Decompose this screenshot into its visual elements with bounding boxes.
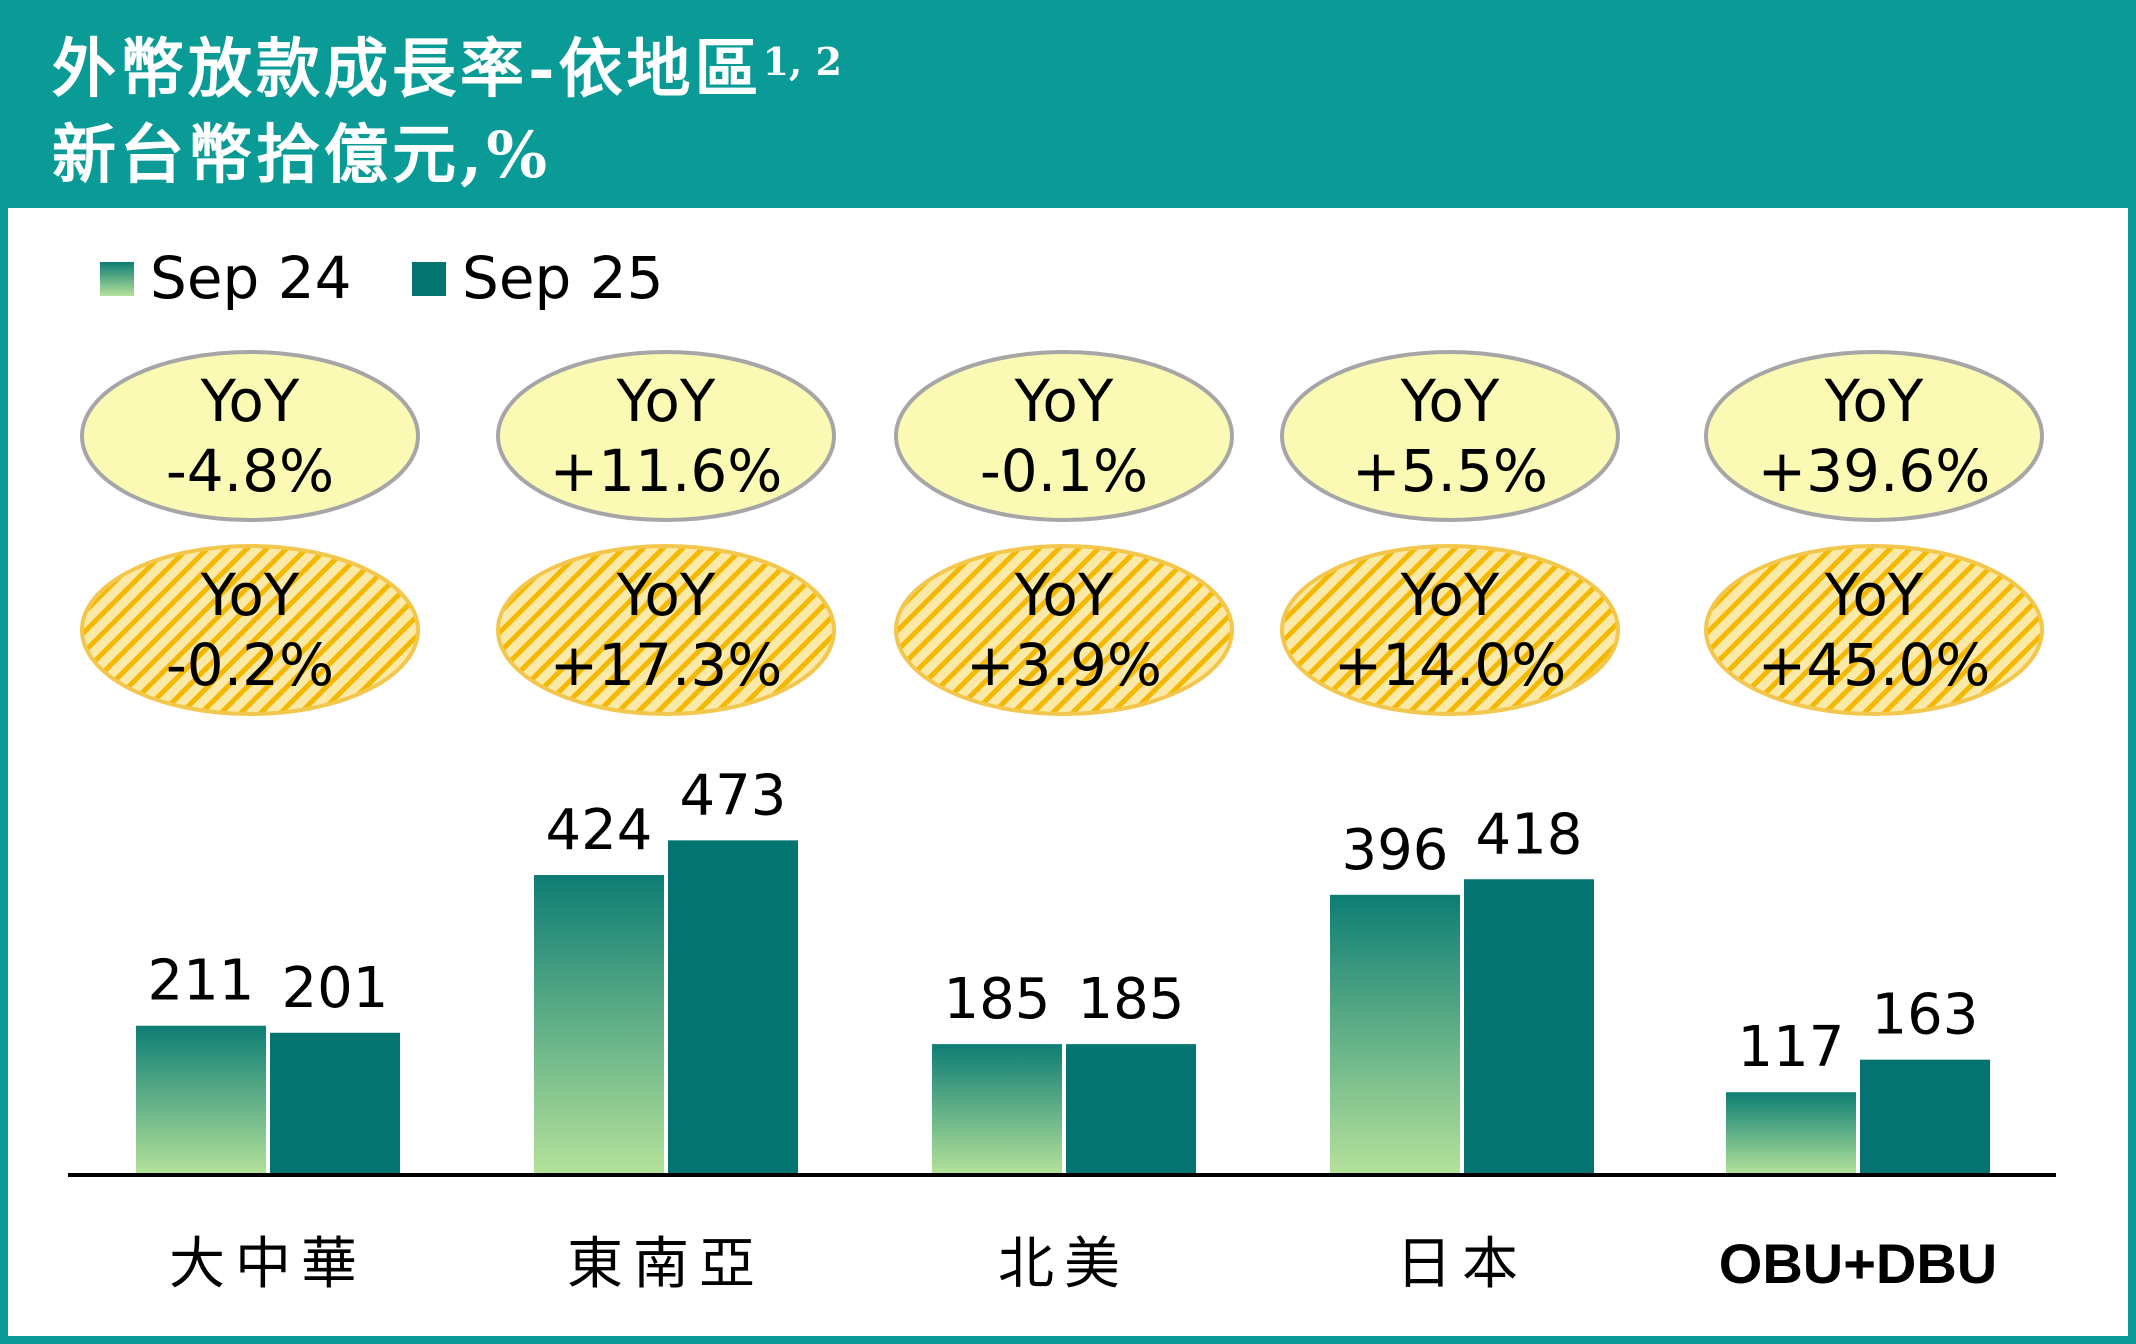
yoy-value-hatched-0: -0.2% (166, 631, 334, 699)
yoy-ellipse-hatched-3 (1280, 544, 1620, 716)
chart-subtitle: 新台幣拾億元,% (52, 118, 552, 193)
yoy-value-solid-2: -0.1% (980, 437, 1148, 505)
category-label-3: 日本 (1396, 1232, 1528, 1297)
title-footnote: 1, 2 (762, 39, 842, 84)
yoy-label-hatched-1: YoY (616, 561, 716, 629)
category-label-4: OBU+DBU (1719, 1232, 1997, 1295)
value-label-sep25-0: 201 (282, 956, 389, 1021)
bar-sep24-1 (534, 875, 664, 1175)
yoy-label-hatched-0: YoY (200, 561, 300, 629)
bar-sep25-2 (1066, 1044, 1196, 1175)
yoy-label-hatched-2: YoY (1014, 561, 1114, 629)
bar-sep25-4 (1860, 1059, 1990, 1175)
value-label-sep24-2: 185 (944, 967, 1051, 1032)
value-label-sep25-1: 473 (680, 763, 787, 828)
value-label-sep25-3: 418 (1476, 802, 1583, 867)
yoy-ellipse-hatched-4 (1704, 544, 2044, 716)
yoy-label-solid-2: YoY (1014, 367, 1114, 435)
yoy-value-solid-1: +11.6% (550, 437, 783, 505)
legend-swatch-sep24 (100, 262, 134, 296)
legend-swatch-sep25 (412, 262, 446, 296)
yoy-ellipse-solid-4 (1704, 350, 2044, 522)
legend-label-sep24: Sep 24 (150, 244, 352, 312)
category-labels: 大中華 東南亞 北美 日本 OBU+DBU (169, 1232, 1997, 1297)
yoy-value-solid-4: +39.6% (1758, 437, 1991, 505)
yoy-ellipse-hatched-1 (496, 544, 836, 716)
bar-sep25-1 (668, 840, 798, 1175)
yoy-label-hatched-3: YoY (1400, 561, 1500, 629)
bar-sep25-3 (1464, 879, 1594, 1175)
bar-sep24-3 (1330, 894, 1460, 1175)
yoy-ellipse-hatched-0 (80, 544, 420, 716)
yoy-value-hatched-1: +17.3% (550, 631, 783, 699)
chart-header: 外幣放款成長率-依地區1, 2 新台幣拾億元,% (0, 0, 2136, 208)
yoy-label-hatched-4: YoY (1824, 561, 1924, 629)
legend-label-sep25: Sep 25 (462, 244, 664, 312)
chart-title: 外幣放款成長率-依地區1, 2 (52, 32, 842, 107)
yoy-ellipse-solid-3 (1280, 350, 1620, 522)
yoy-label-solid-4: YoY (1824, 367, 1924, 435)
yoy-ellipse-hatched-2 (894, 544, 1234, 716)
value-label-sep24-0: 211 (148, 949, 255, 1014)
category-label-1: 東南亞 (567, 1232, 765, 1297)
yoy-value-solid-0: -4.8% (166, 437, 334, 505)
yoy-ellipses: YoY-4.8%YoY+11.6%YoY-0.1%YoY+5.5%YoY+39.… (80, 350, 2044, 716)
bar-sep25-0 (270, 1032, 400, 1175)
value-label-sep24-4: 117 (1738, 1015, 1845, 1080)
yoy-value-hatched-2: +3.9% (966, 631, 1162, 699)
yoy-value-solid-3: +5.5% (1352, 437, 1548, 505)
yoy-ellipse-solid-2 (894, 350, 1234, 522)
bar-sep24-0 (136, 1025, 266, 1175)
value-label-sep24-3: 396 (1342, 818, 1449, 883)
yoy-label-solid-3: YoY (1400, 367, 1500, 435)
yoy-ellipse-solid-0 (80, 350, 420, 522)
bars (136, 840, 1990, 1175)
yoy-ellipse-solid-1 (496, 350, 836, 522)
value-label-sep24-1: 424 (546, 798, 653, 863)
yoy-label-solid-1: YoY (616, 367, 716, 435)
value-label-sep25-2: 185 (1078, 967, 1185, 1032)
category-label-2: 北美 (998, 1232, 1130, 1297)
category-label-0: 大中華 (169, 1232, 367, 1297)
bar-sep24-2 (932, 1044, 1062, 1175)
value-label-sep25-4: 163 (1872, 983, 1979, 1048)
yoy-value-hatched-4: +45.0% (1758, 631, 1991, 699)
value-labels: 211 424 185 396 117 201 473 185 418 163 (148, 763, 1979, 1080)
bar-sep24-4 (1726, 1092, 1856, 1175)
yoy-value-hatched-3: +14.0% (1334, 631, 1567, 699)
yoy-label-solid-0: YoY (200, 367, 300, 435)
